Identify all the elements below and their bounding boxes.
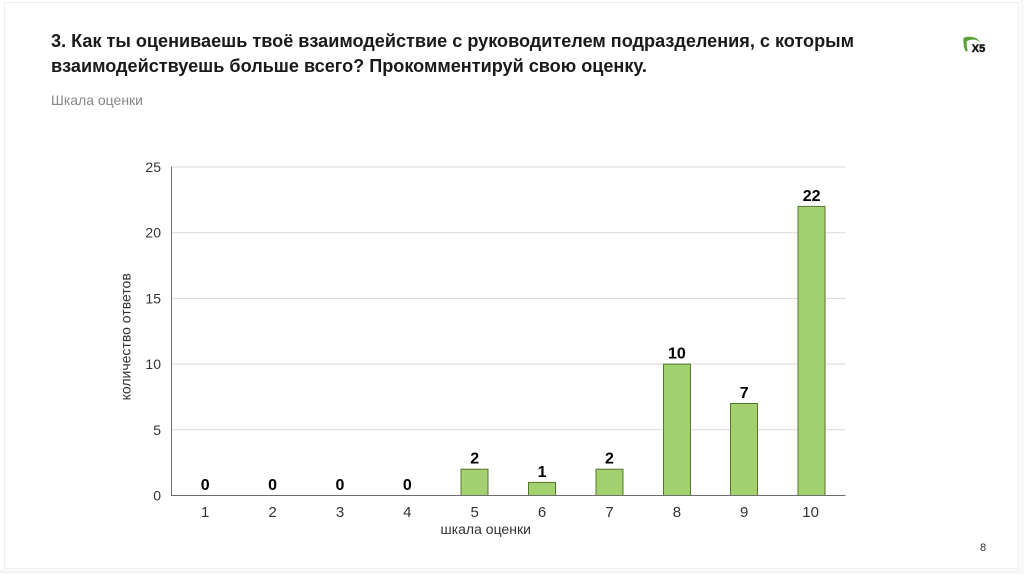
svg-text:10: 10 [802, 504, 819, 521]
svg-text:4: 4 [403, 504, 411, 521]
svg-text:22: 22 [803, 188, 821, 205]
svg-text:5: 5 [153, 422, 161, 438]
svg-text:X5: X5 [972, 43, 985, 55]
svg-text:0: 0 [403, 477, 412, 494]
svg-text:1: 1 [538, 464, 547, 481]
svg-text:10: 10 [668, 346, 686, 363]
svg-text:15: 15 [145, 290, 161, 306]
svg-text:3: 3 [336, 504, 344, 521]
svg-text:шкала оценки: шкала оценки [440, 521, 530, 537]
svg-text:25: 25 [145, 159, 161, 175]
svg-text:0: 0 [336, 477, 345, 494]
svg-text:8: 8 [673, 504, 681, 521]
svg-text:6: 6 [538, 504, 546, 521]
svg-text:1: 1 [201, 504, 209, 521]
svg-text:2: 2 [268, 504, 276, 521]
svg-text:7: 7 [605, 504, 613, 521]
svg-text:0: 0 [201, 477, 210, 494]
svg-text:2: 2 [470, 451, 479, 468]
svg-text:2: 2 [605, 451, 614, 468]
svg-text:количество ответов: количество ответов [118, 273, 134, 400]
svg-text:5: 5 [471, 504, 479, 521]
svg-text:7: 7 [740, 385, 749, 402]
svg-text:0: 0 [153, 488, 161, 504]
svg-text:10: 10 [145, 356, 161, 372]
svg-text:9: 9 [740, 504, 748, 521]
svg-text:0: 0 [268, 477, 277, 494]
svg-text:20: 20 [145, 225, 161, 241]
